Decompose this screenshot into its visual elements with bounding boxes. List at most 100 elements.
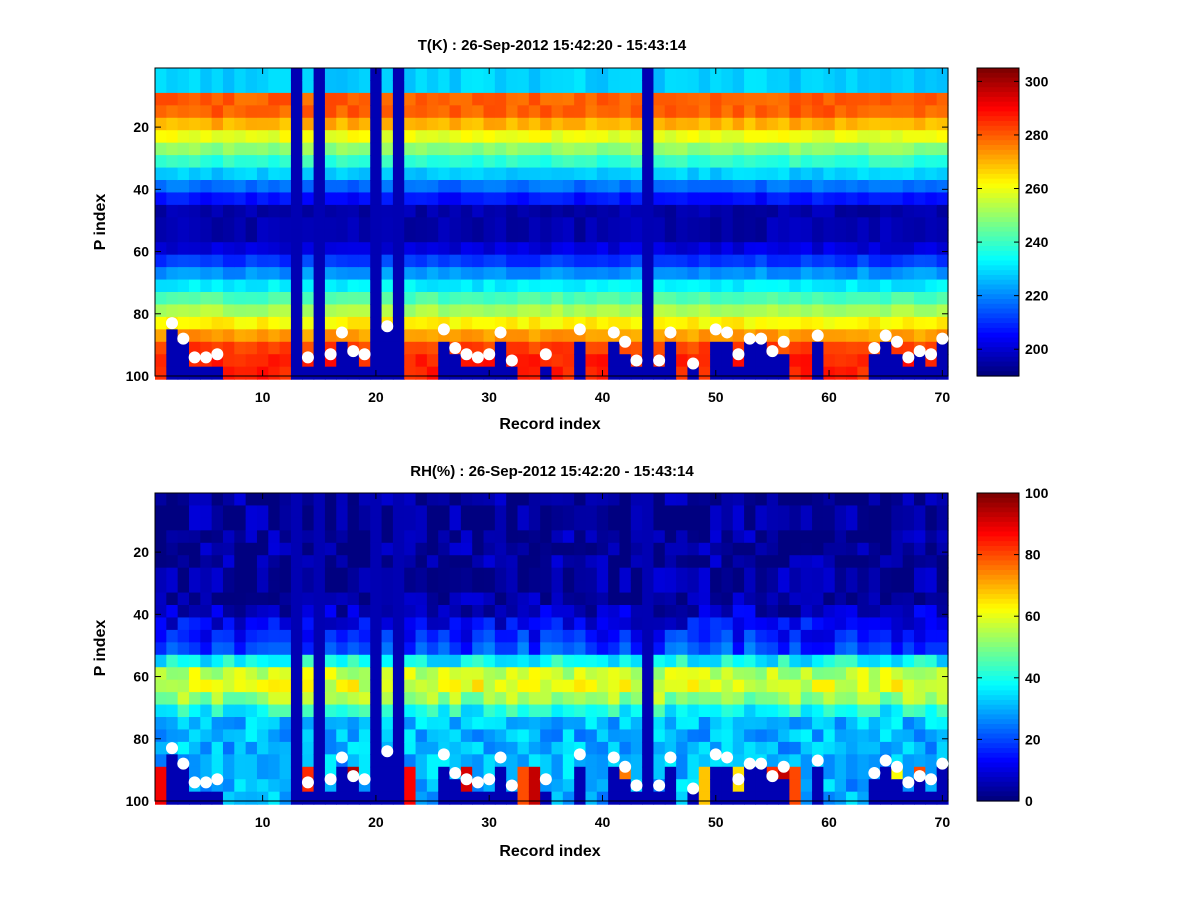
- heatmap-cell: [279, 192, 292, 206]
- heatmap-cell: [166, 92, 179, 106]
- heatmap-cell: [902, 704, 915, 718]
- heatmap-cell: [256, 642, 269, 656]
- heatmap-cell: [823, 517, 836, 531]
- heatmap-cell: [222, 217, 235, 231]
- heatmap-cell: [200, 117, 213, 131]
- heatmap-cell: [290, 292, 303, 306]
- heatmap-cell: [506, 242, 519, 256]
- heatmap-cell: [551, 617, 564, 631]
- heatmap-cell: [211, 542, 224, 556]
- heatmap-cell: [687, 729, 700, 743]
- heatmap-cell: [528, 229, 541, 243]
- heatmap-cell: [766, 779, 779, 793]
- heatmap-cell: [211, 329, 224, 343]
- colorbar-segment: [977, 87, 1019, 93]
- heatmap-cell: [744, 117, 757, 131]
- heatmap-cell: [245, 505, 258, 519]
- heatmap-cell: [642, 704, 655, 718]
- heatmap-cell: [551, 605, 564, 619]
- heatmap-cell: [449, 754, 462, 768]
- heatmap-cell: [846, 180, 858, 194]
- heatmap-cell: [914, 192, 926, 206]
- heatmap-cell: [438, 779, 451, 793]
- heatmap-cell: [200, 68, 213, 82]
- heatmap-cell: [370, 704, 383, 718]
- heatmap-cell: [517, 155, 530, 169]
- heatmap-cell: [358, 292, 371, 306]
- humidity-panel: RH(%) : 26-Sep-2012 15:42:20 - 15:43:14 …: [92, 463, 1049, 860]
- heatmap-cell: [279, 741, 292, 755]
- colorbar-segment: [977, 149, 1019, 156]
- heatmap-cell: [290, 180, 303, 194]
- heatmap-cell: [676, 192, 689, 206]
- heatmap-cell: [914, 366, 926, 380]
- heatmap-cell: [302, 80, 315, 94]
- heatmap-cell: [290, 530, 303, 544]
- heatmap-cell: [812, 704, 824, 718]
- heatmap-cell: [438, 592, 451, 606]
- heatmap-cell: [313, 493, 326, 507]
- heatmap-cell: [494, 267, 507, 281]
- heatmap-cell: [551, 766, 564, 780]
- heatmap-cell: [324, 729, 337, 743]
- heatmap-cell: [778, 567, 790, 581]
- heatmap-cell: [415, 229, 428, 243]
- heatmap-cell: [891, 279, 904, 293]
- heatmap-cell: [642, 80, 655, 94]
- heatmap-cell: [585, 605, 598, 619]
- heatmap-cell: [540, 329, 553, 343]
- heatmap-cell: [562, 704, 575, 718]
- heatmap-cell: [155, 605, 167, 619]
- heatmap-cell: [676, 667, 689, 681]
- heatmap-cell: [823, 229, 836, 243]
- heatmap-cell: [846, 542, 858, 556]
- heatmap-cell: [245, 766, 258, 780]
- heatmap-cell: [551, 130, 564, 144]
- heatmap-cell: [188, 155, 201, 169]
- heatmap-cell: [936, 180, 949, 194]
- heatmap-cell: [200, 629, 213, 643]
- heatmap-cell: [483, 142, 496, 156]
- heatmap-cell: [812, 217, 824, 231]
- heatmap-cell: [438, 654, 451, 668]
- heatmap-cell: [902, 542, 915, 556]
- heatmap-cell: [857, 167, 870, 181]
- heatmap-cell: [211, 167, 224, 181]
- heatmap-cell: [551, 180, 564, 194]
- heatmap-cell: [528, 217, 541, 231]
- heatmap-cell: [766, 629, 779, 643]
- colorbar-tick-label: 80: [1025, 547, 1041, 563]
- heatmap-cell: [313, 692, 326, 706]
- heatmap-cell: [528, 304, 541, 318]
- heatmap-cell: [472, 329, 485, 343]
- heatmap-cell: [426, 741, 439, 755]
- heatmap-cell: [460, 180, 473, 194]
- heatmap-cell: [177, 105, 190, 119]
- heatmap-cell: [234, 530, 247, 544]
- heatmap-cell: [857, 180, 870, 194]
- heatmap-cell: [664, 629, 677, 643]
- heatmap-cell: [245, 229, 258, 243]
- heatmap-cell: [540, 605, 553, 619]
- heatmap-cell: [528, 68, 541, 82]
- heatmap-cell: [234, 279, 247, 293]
- heatmap-cell: [438, 329, 451, 343]
- surface-marker: [721, 326, 734, 339]
- surface-marker: [755, 757, 768, 770]
- heatmap-cell: [460, 304, 473, 318]
- heatmap-cell: [472, 754, 485, 768]
- heatmap-cell: [902, 254, 915, 268]
- heatmap-cell: [823, 766, 836, 780]
- heatmap-cell: [766, 254, 779, 268]
- heatmap-cell: [732, 530, 745, 544]
- heatmap-cell: [880, 617, 892, 631]
- heatmap-cell: [392, 354, 405, 368]
- heatmap-cell: [868, 254, 881, 268]
- heatmap-cell: [664, 155, 677, 169]
- heatmap-cell: [880, 779, 892, 793]
- heatmap-cell: [415, 92, 428, 106]
- heatmap-cell: [370, 679, 383, 693]
- heatmap-cell: [483, 642, 496, 656]
- heatmap-cell: [392, 304, 405, 318]
- heatmap-cell: [653, 580, 666, 594]
